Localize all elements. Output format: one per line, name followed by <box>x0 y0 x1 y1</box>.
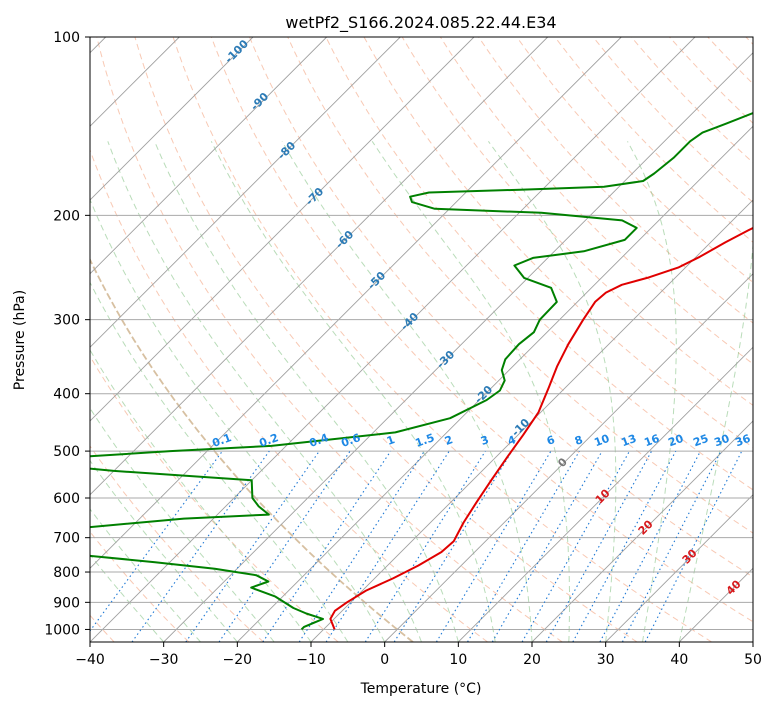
mixing-ratio-label: 25 <box>691 432 710 449</box>
mixing-ratio-label: 0.1 <box>210 431 233 450</box>
dry-adiabat <box>478 37 753 324</box>
y-tick-label: 600 <box>53 491 80 507</box>
y-axis-label: Pressure (hPa) <box>12 290 28 390</box>
mixing-ratio-line <box>393 450 513 642</box>
y-tick-label: 100 <box>53 30 80 46</box>
mixing-ratio-line <box>185 450 320 642</box>
x-tick-label: 50 <box>744 652 762 668</box>
isotherm <box>384 273 753 642</box>
isotherm <box>90 37 622 569</box>
isotherm <box>457 346 753 642</box>
dry-adiabat <box>630 37 753 164</box>
isotherm <box>605 494 753 642</box>
y-tick-label: 200 <box>53 208 80 224</box>
y-tick-label: 300 <box>53 313 80 329</box>
x-tick-label: −30 <box>149 652 179 668</box>
y-axis: 100 200 300 400 500 600 700 800 900 1000 <box>44 30 90 638</box>
dry-adiabat <box>401 37 753 406</box>
x-tick-label: −20 <box>223 652 253 668</box>
mixing-ratio-line <box>325 450 450 642</box>
profile-lines <box>90 112 753 631</box>
mixing-ratio-line <box>521 450 630 642</box>
y-tick-label: 900 <box>53 595 80 611</box>
mixing-ratio-label: 4 <box>506 433 518 448</box>
mixing-ratio-label: 13 <box>619 432 638 449</box>
mixing-ratio-label: 8 <box>573 433 585 448</box>
mixing-ratio-label: 3 <box>479 433 491 448</box>
y-tick-label: 500 <box>53 444 80 460</box>
dry-adiabat <box>90 445 264 642</box>
x-tick-label: 30 <box>597 652 615 668</box>
mixing-ratio-line <box>364 450 486 642</box>
isotherm <box>163 52 753 642</box>
isotherm <box>310 199 753 642</box>
isotherm <box>90 37 475 422</box>
temperature-line <box>329 226 753 630</box>
isotherm <box>90 37 254 201</box>
mixing-ratio-label: 30 <box>712 432 731 450</box>
dry-adiabat <box>287 37 753 534</box>
mixing-ratio-label: 1.5 <box>413 431 436 450</box>
mixing-ratio-line <box>467 450 580 642</box>
isotherm <box>90 37 401 348</box>
y-tick-label: 400 <box>53 387 80 403</box>
isotherm <box>90 37 328 275</box>
x-tick-label: −10 <box>296 652 326 668</box>
mixing-ratio-label: 1 <box>385 433 397 448</box>
y-tick-label: 1000 <box>44 622 80 638</box>
x-axis: −40 −30 −20 −10 0 10 20 30 40 50 <box>75 642 762 668</box>
x-tick-label: 10 <box>449 652 467 668</box>
mixing-ratio-label: 20 <box>666 432 685 450</box>
mixing-ratio-line <box>572 450 677 642</box>
mixing-ratio-label: 0.2 <box>257 431 280 450</box>
dry-adiabat <box>325 37 753 491</box>
background-lines <box>90 37 753 642</box>
dewpoint-line <box>90 112 753 631</box>
x-tick-label: 40 <box>670 652 688 668</box>
dry-adiabat <box>90 257 414 642</box>
mixing-ratio-line <box>298 450 425 642</box>
mixing-ratio-line <box>131 450 270 642</box>
mixing-ratio-line <box>491 450 603 642</box>
mixing-ratio-label: 36 <box>733 432 752 450</box>
dry-adiabat <box>96 37 563 642</box>
dry-adiabat <box>363 37 753 448</box>
dry-adiabat <box>592 37 753 204</box>
isotherm <box>531 420 753 642</box>
mixing-ratio-label: 2 <box>443 433 455 448</box>
x-tick-label: −40 <box>75 652 105 668</box>
x-axis-label: Temperature (°C) <box>360 681 482 697</box>
mixing-ratio-label: 0.4 <box>307 431 330 450</box>
y-tick-label: 800 <box>53 565 80 581</box>
dry-adiabat <box>134 37 638 642</box>
isotherm <box>90 37 549 496</box>
mixing-ratio-line <box>545 450 653 642</box>
x-tick-label: 0 <box>380 652 389 668</box>
mixing-ratio-label: 16 <box>642 432 661 450</box>
plot-frame <box>89 36 754 643</box>
y-tick-label: 700 <box>53 531 80 547</box>
mixing-ratio-label: 6 <box>545 433 557 448</box>
plot-area <box>90 37 753 642</box>
mixing-ratio-label: 10 <box>592 432 611 450</box>
x-tick-label: 20 <box>523 652 541 668</box>
isotherm <box>236 125 753 642</box>
mixing-ratio-label: 0.6 <box>339 431 362 450</box>
chart-title: wetPf2_S166.2024.085.22.44.E34 <box>285 13 556 33</box>
isotherm <box>90 37 696 642</box>
mixing-ratio-line <box>435 450 552 642</box>
dry-adiabat <box>172 37 712 642</box>
dry-adiabat <box>516 37 753 283</box>
dry-adiabat <box>210 37 753 623</box>
